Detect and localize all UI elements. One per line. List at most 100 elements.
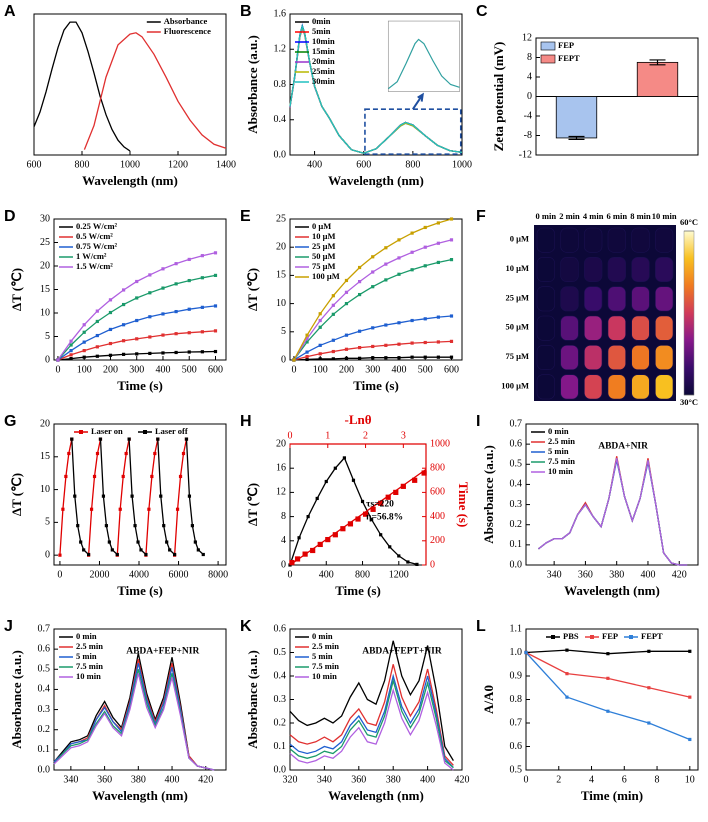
legend-label: FEP xyxy=(602,631,618,641)
x-tick-label: 600 xyxy=(208,364,223,375)
line xyxy=(57,252,216,361)
x-tick-label: 1200 xyxy=(389,569,409,580)
x-tick-label: 0 xyxy=(524,774,529,785)
x-tick-label: 600 xyxy=(444,364,459,375)
x-tick-label: 200 xyxy=(339,364,354,375)
column-label: 4 min xyxy=(583,211,604,221)
line xyxy=(293,218,452,361)
x-tick-label: 1400 xyxy=(216,159,236,170)
marker xyxy=(385,494,391,500)
y-tick-label: 8 xyxy=(527,52,532,63)
y-tick-label: 0.5 xyxy=(274,647,287,658)
y-axis-label: ΔT (℃) xyxy=(245,268,260,311)
y-tick-label: 10 xyxy=(40,307,50,318)
y-axis-label: Absorbance (a.u.) xyxy=(481,445,496,544)
x-axis-label: Time (s) xyxy=(117,583,163,598)
thermal-cell xyxy=(607,315,626,341)
x-tick-label: 10 xyxy=(685,774,695,785)
x2-tick-label: 3 xyxy=(401,430,406,441)
x-tick-label: 420 xyxy=(455,774,470,785)
marker xyxy=(378,500,384,506)
thermal-cell xyxy=(560,227,579,253)
y-tick-label: 0.7 xyxy=(510,418,523,429)
x-tick-label: 800 xyxy=(355,569,370,580)
y-tick-label: 5 xyxy=(45,331,50,342)
x-tick-label: 2000 xyxy=(89,569,109,580)
y-tick-label: 25 xyxy=(40,237,50,248)
legend-label: 7.5 min xyxy=(76,661,103,671)
marker xyxy=(144,552,148,557)
marker xyxy=(393,489,399,495)
legend-label: 2.5 min xyxy=(76,641,103,651)
y-tick-label: 25 xyxy=(276,213,286,224)
y-tick-label: 0.2 xyxy=(510,519,523,530)
heatmap-background xyxy=(534,225,676,401)
x-axis-label: Wavelength (nm) xyxy=(564,583,660,598)
y-tick-label: 0 xyxy=(45,549,50,560)
y-axis-label: ΔT (℃) xyxy=(9,268,24,311)
marker xyxy=(172,552,177,557)
legend-label: 2.5 min xyxy=(312,641,339,651)
legend-label: 0 min xyxy=(76,631,97,641)
x-tick-label: 6000 xyxy=(169,569,189,580)
legend-label: 25 μM xyxy=(312,241,335,251)
x-tick-label: 400 xyxy=(420,774,435,785)
thermal-cell xyxy=(536,374,555,400)
column-label: 0 min xyxy=(536,211,557,221)
x-tick-label: 380 xyxy=(131,774,146,785)
x-tick-label: 380 xyxy=(609,569,624,580)
x-tick-label: 400 xyxy=(165,774,180,785)
y-tick-label: 0 xyxy=(527,91,532,102)
line xyxy=(289,640,454,761)
panel-label: K xyxy=(240,618,252,635)
marker xyxy=(412,477,418,483)
marker xyxy=(156,437,160,441)
x-tick-label: 360 xyxy=(578,569,593,580)
line xyxy=(53,673,215,771)
thermal-cell xyxy=(584,286,603,312)
plot-frame xyxy=(289,443,427,566)
marker xyxy=(400,483,406,489)
y-tick-label: 4 xyxy=(281,535,286,546)
x-tick-label: 0 xyxy=(291,364,296,375)
y-tick-label: 0 xyxy=(281,559,286,570)
inset-line xyxy=(387,38,460,90)
panel-label: B xyxy=(240,3,252,20)
panel-label: F xyxy=(476,208,486,225)
x-tick-label: 400 xyxy=(319,569,334,580)
y-tick-label: 0.9 xyxy=(510,670,523,681)
bar xyxy=(636,61,679,97)
colorbar xyxy=(683,230,695,396)
legend-label: 1.5 W/cm² xyxy=(76,261,113,271)
thermal-cell xyxy=(607,286,626,312)
panel-label: I xyxy=(476,413,480,430)
line xyxy=(293,340,452,361)
x-axis-label: Time (s) xyxy=(353,378,399,393)
marker xyxy=(325,536,331,543)
line xyxy=(293,315,452,361)
panel-label: J xyxy=(4,618,13,635)
line xyxy=(289,456,418,566)
y-tick-label: 0.2 xyxy=(274,717,287,728)
annotation: τs=220 xyxy=(366,500,394,510)
legend-label: 0 min xyxy=(548,426,569,436)
marker xyxy=(184,437,189,441)
legend-label: Laser on xyxy=(91,426,123,436)
marker xyxy=(98,437,103,441)
line xyxy=(525,651,690,698)
legend-label: 75 μM xyxy=(312,261,335,271)
panel-label: E xyxy=(240,208,251,225)
plot-frame xyxy=(53,423,227,566)
legend-label: 10 min xyxy=(312,671,337,681)
annotation: ABDA+FEP+NIR xyxy=(126,647,199,657)
thermal-cell xyxy=(536,257,555,282)
thermal-cell xyxy=(536,345,555,370)
y2-tick-label: 1000 xyxy=(430,438,450,449)
legend-label: 15min xyxy=(312,46,335,56)
line xyxy=(57,305,216,361)
legend-marker xyxy=(590,635,594,639)
line xyxy=(538,458,688,566)
y-tick-label: -12 xyxy=(519,149,532,160)
thermal-cell xyxy=(584,374,603,400)
